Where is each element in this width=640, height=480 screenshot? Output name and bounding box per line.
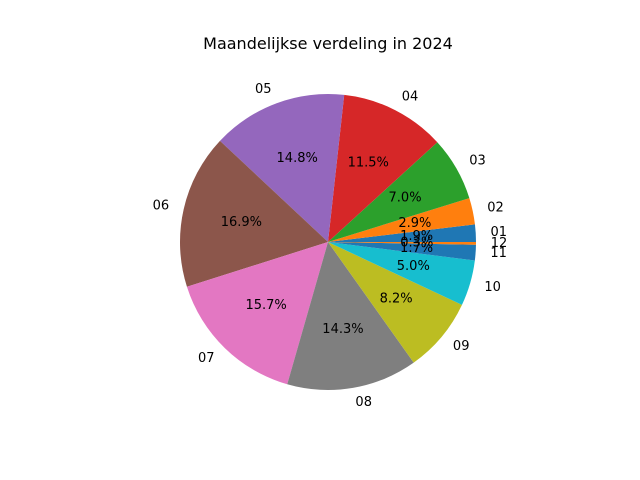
category-label-07: 07 [198,351,215,366]
percentage-labels: 1.9%2.9% 7.0% 11.5% 14.8% 16.9% 15.7% 14.3% 8.2… [221,151,434,337]
pie-slice-06 [180,140,328,287]
pie-slice-02 [328,198,475,242]
percentage-label-05: 14.8% [277,151,318,166]
percentage-label-09: 8.2% [380,291,413,306]
category-label-11: 11 [490,246,507,261]
percentage-label-08: 14.3% [322,322,363,337]
pie-slice-11 [328,242,476,261]
category-label-08: 08 [355,395,372,410]
pie-slice-08 [287,242,414,390]
pie-slice-03 [328,142,470,242]
pie-slice-07 [186,242,328,385]
percentage-label-07: 15.7% [245,298,286,313]
percentage-label-01: 1.9% [400,229,433,244]
percentage-label-06: 16.9% [221,215,262,230]
category-label-09: 09 [453,339,470,354]
percentage-label-04: 11.5% [348,155,389,170]
percentage-label-03: 7.0% [389,190,422,205]
percentage-label-11: 1.7% [400,241,433,256]
category-label-10: 10 [484,280,501,295]
pie-slice-04 [328,94,438,242]
category-label-12: 12 [491,236,508,251]
percentage-label-12: 0.3% [400,235,433,250]
pie-slice-09 [328,242,462,363]
chart-title: Maandelijkse verdeling in 2024 [203,34,453,53]
category-label-02: 02 [487,201,504,216]
pie-slice-01 [328,224,476,242]
category-label-01: 01 [491,225,508,240]
category-label-06: 06 [153,199,170,214]
pie-slices [180,94,476,390]
percentage-label-02: 2.9% [398,216,431,231]
category-label-05: 05 [255,82,272,97]
category-label-03: 03 [469,154,486,169]
pie-slice-05 [219,94,345,242]
pie-slice-12 [328,242,476,245]
category-label-04: 04 [402,89,419,104]
percentage-label-10: 5.0% [397,259,430,274]
pie-slice-10 [328,242,475,305]
